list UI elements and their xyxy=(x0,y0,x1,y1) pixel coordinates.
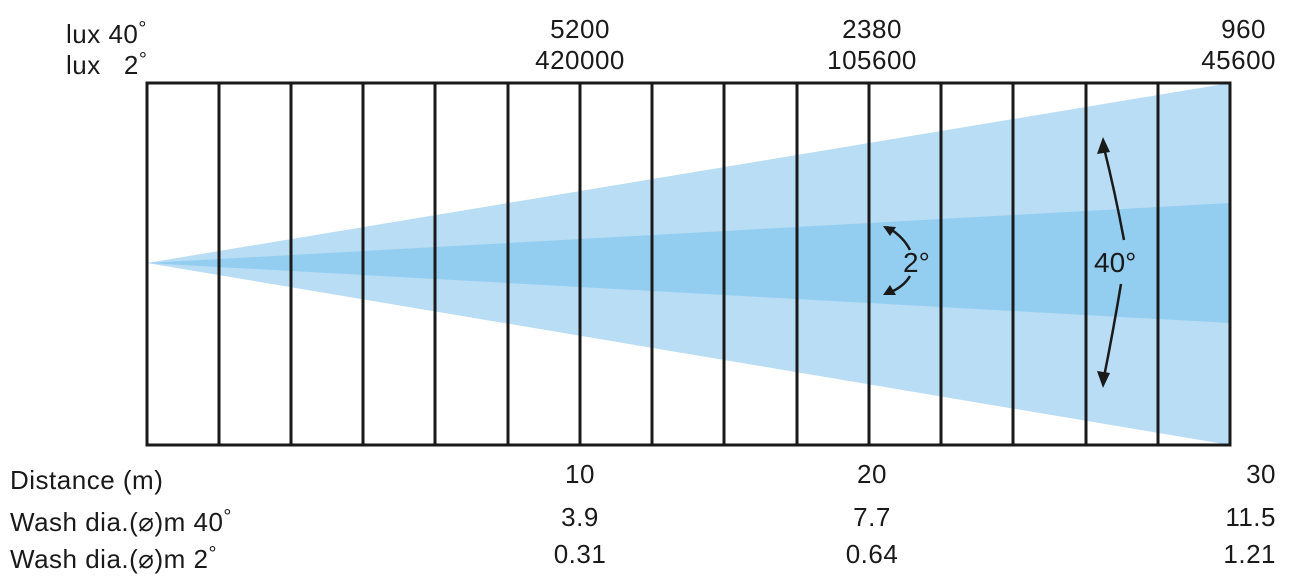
narrow-angle-label: 2° xyxy=(903,247,930,278)
grid-frame xyxy=(145,81,1232,447)
lux-40-value: 960 xyxy=(1221,14,1266,44)
lux-2-text: lux xyxy=(66,50,101,80)
wash-2-value: 1.21 xyxy=(1223,539,1276,569)
lux-40-value: 2380 xyxy=(842,14,902,44)
wide-angle-indicator xyxy=(1102,147,1126,378)
lux-40-label: lux 40° xyxy=(66,15,147,48)
wash-40-value: 3.9 xyxy=(561,502,599,532)
distance-label: Distance (m) xyxy=(10,465,164,495)
lux-2-angle: 2 xyxy=(123,50,139,80)
lux-40-text: lux 40 xyxy=(66,19,139,49)
lux-2-label: lux 2° xyxy=(66,46,147,79)
wash-40-label: Wash dia.(⌀)m 40° xyxy=(10,503,232,536)
distance-value: 30 xyxy=(1246,459,1276,489)
distance-grid xyxy=(145,81,1232,447)
lux-2-value: 420000 xyxy=(535,45,625,75)
degree-symbol: ° xyxy=(138,49,148,71)
arrowhead-icon xyxy=(1097,137,1110,154)
lux-40-value: 5200 xyxy=(550,14,610,44)
arrowhead-icon xyxy=(1097,371,1110,388)
degree-symbol: ° xyxy=(138,18,147,40)
arrowhead-icon xyxy=(883,226,896,236)
wash-40-value: 11.5 xyxy=(1225,502,1276,532)
degree-symbol: ° xyxy=(208,543,217,565)
wash-40-value: 7.7 xyxy=(853,502,891,532)
lux-2-value: 45600 xyxy=(1201,45,1276,75)
degree-symbol: ° xyxy=(223,506,232,528)
wide-angle-label: 40° xyxy=(1094,247,1136,278)
arrowhead-icon xyxy=(883,285,896,295)
wash-40-text: Wash dia.(⌀)m 40 xyxy=(10,507,224,537)
wash-2-text: Wash dia.(⌀)m 2 xyxy=(10,544,209,574)
wash-2-value: 0.64 xyxy=(845,539,899,569)
wash-2-value: 0.31 xyxy=(553,539,607,569)
wash-2-label: Wash dia.(⌀)m 2° xyxy=(10,540,217,573)
lux-2-value: 105600 xyxy=(827,45,917,75)
distance-value: 10 xyxy=(565,459,595,489)
distance-value: 20 xyxy=(857,459,887,489)
narrow-beam-2 xyxy=(147,203,1230,323)
